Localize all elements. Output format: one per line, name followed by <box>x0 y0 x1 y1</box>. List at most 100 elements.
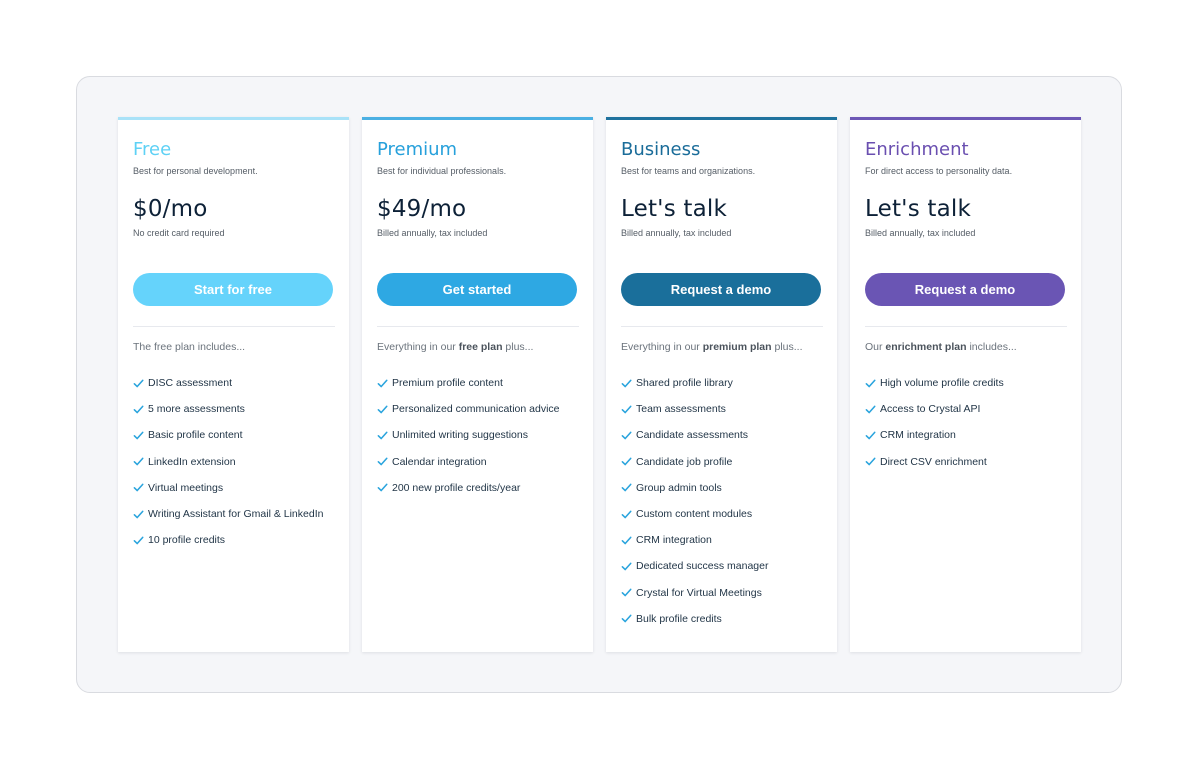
feature-item: 10 profile credits <box>133 527 334 553</box>
feature-label: Basic profile content <box>148 429 243 442</box>
checkmark-icon <box>133 536 144 545</box>
request-demo-button[interactable]: Request a demo <box>621 273 821 306</box>
plan-includes-text: Our enrichment plan includes... <box>865 341 1017 353</box>
feature-label: Team assessments <box>636 403 726 416</box>
plan-tagline: Best for teams and organizations. <box>621 166 756 176</box>
plan-price-note: Billed annually, tax included <box>621 228 732 238</box>
checkmark-icon <box>377 431 388 440</box>
checkmark-icon <box>377 379 388 387</box>
feature-label: DISC assessment <box>148 377 233 390</box>
plan-card-premium: Premium Best for individual professional… <box>362 117 593 652</box>
feature-item: Calendar integration <box>377 449 578 475</box>
checkmark-icon <box>621 483 632 492</box>
plan-includes-text: Everything in our free plan plus... <box>377 341 534 353</box>
checkmark-icon <box>621 588 632 597</box>
feature-label: Bulk profile credits <box>636 612 722 625</box>
feature-item: Team assessments <box>621 396 822 422</box>
feature-item: Candidate job profile <box>621 449 822 475</box>
plan-price: Let's talk <box>621 196 728 222</box>
feature-item: CRM integration <box>621 527 822 553</box>
get-started-button[interactable]: Get started <box>377 273 577 306</box>
feature-item: Dedicated success manager <box>621 553 822 579</box>
checkmark-icon <box>621 457 632 466</box>
checkmark-icon <box>621 562 632 571</box>
checkmark-icon <box>865 457 876 466</box>
feature-label: Shared profile library <box>636 377 733 390</box>
feature-label: Custom content modules <box>636 508 753 521</box>
checkmark-icon <box>621 431 632 440</box>
feature-item: Virtual meetings <box>133 475 334 501</box>
checkmark-icon <box>133 457 144 466</box>
checkmark-icon <box>377 457 388 466</box>
checkmark-icon <box>621 536 632 545</box>
plan-price: Let's talk <box>865 196 972 222</box>
feature-item: Direct CSV enrichment <box>865 449 1066 475</box>
plan-name: Free <box>133 139 172 160</box>
plan-includes-text: Everything in our premium plan plus... <box>621 341 803 353</box>
feature-label: Direct CSV enrichment <box>880 455 987 468</box>
feature-item: Candidate assessments <box>621 422 822 448</box>
divider <box>133 326 335 327</box>
feature-item: Personalized communication advice <box>377 396 578 422</box>
feature-item: Unlimited writing suggestions <box>377 422 578 448</box>
plan-name: Premium <box>377 139 458 160</box>
feature-list: DISC assessment 5 more assessments Basic p… <box>133 370 334 553</box>
plan-price-note: Billed annually, tax included <box>865 228 976 238</box>
feature-label: 5 more assessments <box>148 403 245 416</box>
feature-item: 5 more assessments <box>133 396 334 422</box>
feature-label: Premium profile content <box>392 377 503 390</box>
plan-includes-text: The free plan includes... <box>133 341 246 353</box>
checkmark-icon <box>621 405 632 414</box>
checkmark-icon <box>865 431 876 440</box>
feature-item: DISC assessment <box>133 370 334 396</box>
feature-item: Basic profile content <box>133 422 334 448</box>
feature-item: Group admin tools <box>621 475 822 501</box>
feature-label: 10 profile credits <box>148 534 226 547</box>
feature-label: Group admin tools <box>636 481 722 494</box>
feature-label: 200 new profile credits/year <box>392 481 521 494</box>
plan-card-free: Free Best for personal development. $0/m… <box>118 117 349 652</box>
feature-label: Calendar integration <box>392 455 487 468</box>
feature-label: Unlimited writing suggestions <box>392 429 528 442</box>
plan-tagline: Best for individual professionals. <box>377 166 507 176</box>
plan-tagline: For direct access to personality data. <box>865 166 1013 176</box>
plan-tagline: Best for personal development. <box>133 166 258 176</box>
feature-label: LinkedIn extension <box>148 455 236 468</box>
pricing-frame: Free Best for personal development. $0/m… <box>76 76 1122 693</box>
checkmark-icon <box>865 379 876 387</box>
feature-list: Premium profile content Personalized comm… <box>377 370 578 501</box>
start-for-free-button[interactable]: Start for free <box>133 273 333 306</box>
checkmark-icon <box>377 483 388 492</box>
feature-item: 200 new profile credits/year <box>377 475 578 501</box>
checkmark-icon <box>621 614 632 623</box>
feature-label: Virtual meetings <box>148 481 224 494</box>
plan-price-note: No credit card required <box>133 228 225 238</box>
plan-card-enrichment: Enrichment For direct access to personal… <box>850 117 1081 652</box>
plan-name: Business <box>621 139 701 160</box>
feature-item: LinkedIn extension <box>133 449 334 475</box>
feature-list: High volume profile credits Access to Cry… <box>865 370 1066 475</box>
checkmark-icon <box>621 379 632 387</box>
checkmark-icon <box>133 510 144 518</box>
plan-price: $0/mo <box>133 196 208 222</box>
divider <box>377 326 579 327</box>
checkmark-icon <box>133 483 144 492</box>
feature-label: CRM integration <box>636 534 712 547</box>
feature-item: Access to Crystal API <box>865 396 1066 422</box>
plan-name: Enrichment <box>865 139 969 160</box>
feature-label: Crystal for Virtual Meetings <box>636 586 762 599</box>
feature-item: CRM integration <box>865 422 1066 448</box>
feature-label: Candidate assessments <box>636 429 749 442</box>
checkmark-icon <box>133 405 144 414</box>
checkmark-icon <box>621 510 632 518</box>
checkmark-icon <box>377 405 388 414</box>
feature-item: Premium profile content <box>377 370 578 396</box>
plan-price-note: Billed annually, tax included <box>377 228 488 238</box>
feature-item: Shared profile library <box>621 370 822 396</box>
feature-label: Dedicated success manager <box>636 560 769 573</box>
feature-item: Writing Assistant for Gmail & LinkedIn <box>133 501 334 527</box>
divider <box>865 326 1067 327</box>
checkmark-icon <box>133 379 144 387</box>
request-demo-button[interactable]: Request a demo <box>865 273 1065 306</box>
feature-label: High volume profile credits <box>880 377 1004 390</box>
